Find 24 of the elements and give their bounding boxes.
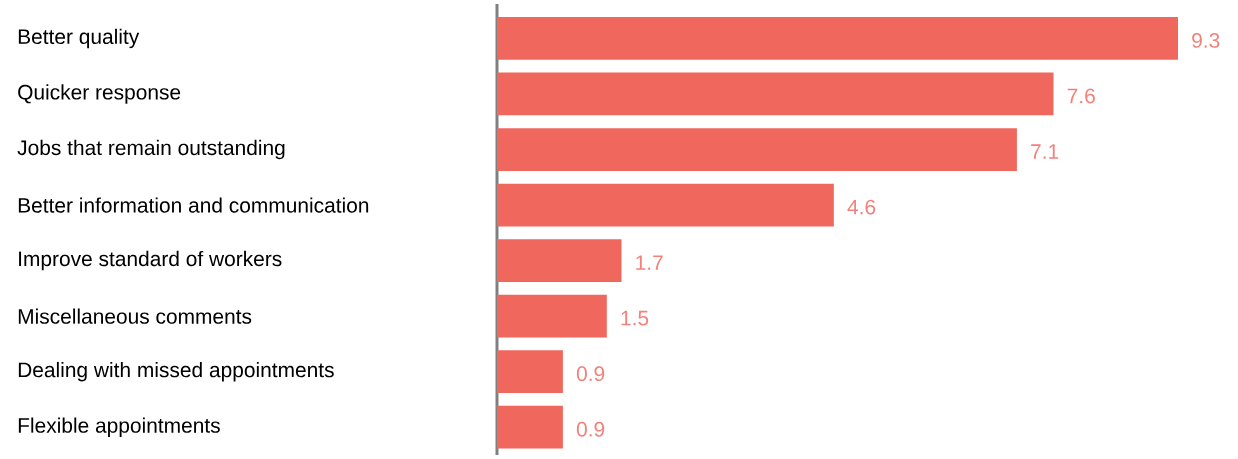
y-tick-label: Better information and communication <box>18 197 369 213</box>
y-tick-label: Better quality <box>18 28 140 49</box>
y-tick-label: Jobs that remain outstanding <box>17 139 285 160</box>
bar <box>496 350 563 394</box>
y-tick-label: Flexible appointments <box>18 417 220 437</box>
data-label: 0.9 <box>576 366 605 382</box>
bar <box>496 17 1178 60</box>
data-label: 9.3 <box>1192 33 1220 48</box>
bar <box>496 405 563 449</box>
y-tick-label: Dealing with missed appointments <box>18 361 334 382</box>
data-label: 4.6 <box>847 199 876 215</box>
bar <box>496 72 1054 116</box>
data-label: 1.5 <box>621 310 649 326</box>
data-label: 7.1 <box>1031 144 1059 159</box>
bar <box>496 128 1017 171</box>
bar <box>496 294 607 338</box>
bar <box>496 183 834 227</box>
data-label: 0.9 <box>576 421 605 437</box>
y-tick-label: Quicker response <box>18 84 181 104</box>
data-label: 7.6 <box>1067 88 1095 104</box>
data-label: 1.7 <box>636 255 663 270</box>
y-tick-label: Improve standard of workers <box>19 250 282 271</box>
y-tick-label: Miscellaneous comments <box>18 308 252 324</box>
bar <box>496 239 622 282</box>
